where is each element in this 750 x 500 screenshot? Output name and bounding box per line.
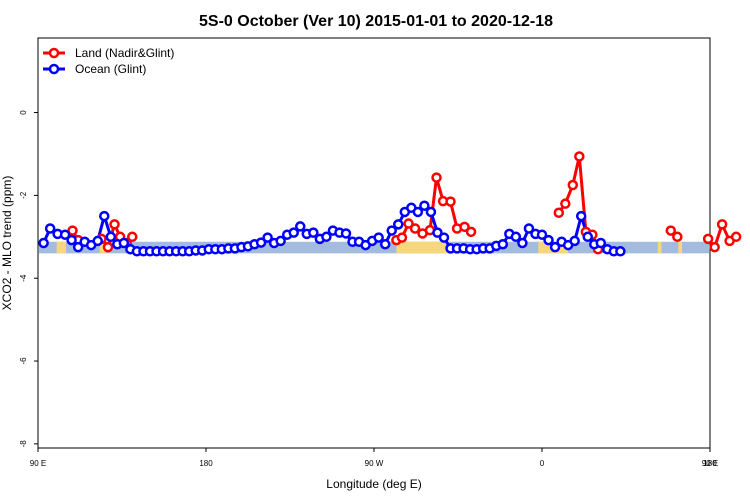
land-point: [560, 198, 571, 209]
land-point: [445, 196, 456, 207]
ocean-point: [44, 223, 56, 234]
land-point: [67, 225, 78, 236]
ocean-point: [99, 210, 110, 222]
ocean-point: [497, 238, 509, 250]
land-band-2: [396, 241, 449, 254]
ocean-point: [275, 235, 286, 247]
land-point: [553, 207, 565, 219]
ocean-point: [379, 238, 391, 250]
ocean-point: [386, 225, 397, 236]
land-point: [409, 223, 421, 234]
ocean-point: [419, 200, 430, 211]
y-tick-label: 0: [19, 110, 28, 115]
y-tick-label: -6: [19, 357, 28, 365]
ocean-point: [517, 237, 528, 249]
ocean-point: [92, 235, 103, 247]
ocean-point: [59, 229, 71, 240]
ocean-point: [72, 241, 84, 253]
ocean-point: [523, 223, 535, 234]
ocean-point: [288, 227, 299, 238]
series-lines: [42, 154, 737, 253]
ocean-point: [575, 210, 587, 222]
ocean-point: [510, 231, 522, 243]
land-point: [431, 172, 442, 183]
y-tick-label: -2: [19, 191, 28, 199]
land-band-0: [56, 241, 66, 254]
land-band-1: [99, 241, 106, 254]
ocean-point: [595, 237, 607, 249]
land-point: [730, 231, 742, 243]
legend-ocean-marker: [48, 63, 60, 75]
ocean-point: [340, 228, 352, 239]
land-point: [702, 233, 714, 245]
y-axis: 0 -2 -4 -6 -8: [19, 110, 38, 448]
ocean-point: [615, 246, 626, 257]
y-tick-label: -8: [19, 440, 28, 448]
land-point: [574, 151, 585, 162]
legend-land-label: Land (Nadir&Glint): [75, 46, 174, 60]
ocean-band: [39, 241, 709, 254]
ocean-point: [393, 219, 404, 230]
land-point: [709, 241, 720, 253]
ocean-point: [295, 221, 306, 232]
legend: Land (Nadir&Glint) Ocean (Glint): [43, 46, 174, 76]
ocean-point: [582, 231, 593, 243]
x-tick-label: 90 E: [30, 459, 46, 468]
ocean-point: [321, 231, 332, 243]
land-point: [665, 225, 677, 236]
x-tick-label: 180: [199, 459, 213, 468]
ocean-point: [569, 235, 580, 247]
land-point: [109, 219, 120, 230]
chart-title: 5S-0 October (Ver 10) 2015-01-01 to 2020…: [199, 13, 553, 30]
ocean-point: [308, 227, 319, 238]
x-tick-label: 0: [540, 459, 545, 468]
land-point: [396, 232, 408, 243]
ocean-point: [543, 234, 554, 246]
land-point: [127, 231, 138, 243]
ocean-point: [255, 237, 267, 248]
ocean-point: [105, 231, 117, 243]
ocean-point: [118, 237, 130, 249]
land-point: [716, 219, 728, 230]
land-point: [567, 179, 579, 191]
ocean-point: [432, 227, 443, 238]
ocean-point: [536, 229, 548, 240]
ocean-point: [38, 237, 49, 249]
ocean-point: [66, 234, 77, 246]
ocean-point: [262, 232, 273, 243]
x-tick-label: 90 E: [702, 459, 718, 468]
ocean-point: [373, 232, 384, 243]
y-axis-label: XCO2 - MLO trend (ppm): [0, 176, 14, 311]
ocean-point: [438, 232, 450, 243]
ocean-point: [549, 241, 561, 253]
land-band-4: [657, 241, 662, 254]
x-tick-label: 90 W: [365, 459, 384, 468]
legend-land-marker: [48, 47, 60, 59]
series-points: [38, 151, 742, 257]
land-point: [672, 231, 683, 243]
land-point: [465, 226, 477, 238]
y-tick-label: -4: [19, 274, 28, 282]
x-tick-label: 180: [703, 459, 717, 468]
ocean-point: [425, 206, 437, 218]
ocean-point: [412, 206, 424, 218]
land-band-5: [678, 241, 682, 254]
legend-ocean-label: Ocean (Glint): [75, 62, 146, 76]
land-point: [102, 241, 114, 253]
land-point: [403, 218, 414, 229]
x-axis-label: Longitude (deg E): [326, 477, 421, 491]
land-point: [459, 221, 470, 233]
